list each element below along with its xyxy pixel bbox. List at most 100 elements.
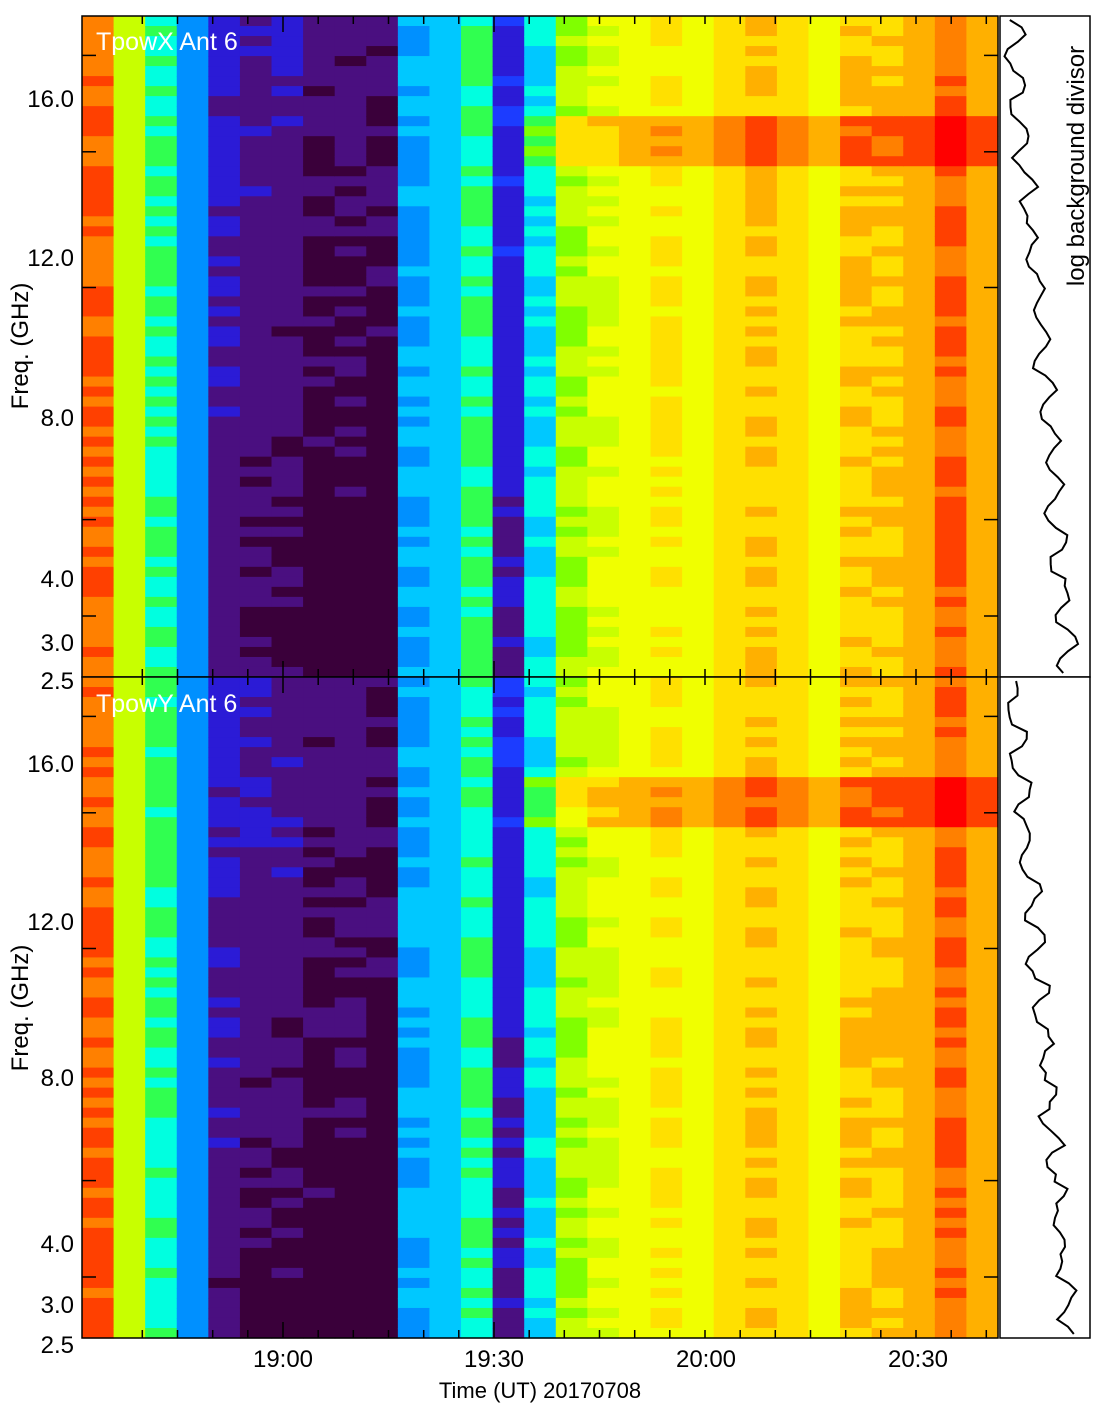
heatmap-cell (208, 346, 241, 358)
heatmap-cell (745, 1127, 778, 1139)
heatmap-cell (334, 616, 367, 628)
heatmap-cell (840, 1187, 873, 1199)
heatmap-cell (776, 366, 810, 378)
heatmap-cell (176, 767, 209, 778)
heatmap-cell (650, 1087, 683, 1099)
heatmap-cell (682, 376, 715, 388)
heatmap-cell (492, 556, 525, 568)
heatmap-cell (776, 36, 810, 47)
heatmap-cell (461, 426, 494, 438)
heatmap-cell (334, 677, 367, 688)
heatmap-cell (776, 1297, 810, 1309)
heatmap-cell (776, 1267, 810, 1279)
heatmap-cell (555, 677, 588, 688)
heatmap-cell (397, 76, 431, 87)
heatmap-cell (176, 66, 209, 77)
heatmap-cell (555, 336, 588, 348)
heatmap-cell (176, 827, 209, 838)
heatmap-cell (461, 546, 494, 558)
heatmap-cell (840, 927, 873, 938)
heatmap-cell (966, 316, 999, 328)
heatmap-cell (903, 1087, 936, 1099)
heatmap-cell (271, 1117, 304, 1129)
heatmap-cell (334, 396, 367, 408)
heatmap-cell (303, 677, 336, 688)
heatmap-cell (303, 436, 336, 448)
heatmap-cell (176, 877, 209, 888)
heatmap-cell (334, 1327, 367, 1339)
heatmap-cell (745, 426, 778, 438)
heatmap-cell (303, 246, 336, 257)
heatmap-cell (303, 416, 336, 428)
heatmap-cell (934, 1187, 968, 1199)
heatmap-cell (113, 1297, 146, 1309)
heatmap-cell (934, 66, 968, 77)
heatmap-cell (745, 1277, 778, 1289)
y-tick-3-x: 3.0 (41, 630, 74, 657)
heatmap-cell (271, 827, 304, 838)
heatmap-cell (776, 156, 810, 167)
heatmap-cell (587, 717, 620, 728)
heatmap-cell (555, 446, 588, 458)
heatmap-cell (334, 1217, 367, 1229)
heatmap-cell (934, 1297, 968, 1309)
heatmap-cell (871, 727, 904, 738)
heatmap-cell (334, 206, 367, 217)
heatmap-cell (397, 737, 431, 748)
heatmap-cell (618, 1137, 652, 1149)
heatmap-cell (429, 1207, 462, 1219)
heatmap-cell (334, 576, 367, 588)
heatmap-cell (555, 456, 588, 468)
heatmap-cell (303, 827, 336, 838)
heatmap-cell (934, 226, 968, 237)
heatmap-cell (555, 1047, 588, 1059)
heatmap-cell (239, 236, 273, 247)
heatmap-cell (713, 456, 746, 468)
heatmap-cell (303, 1057, 336, 1069)
heatmap-cell (429, 887, 462, 898)
heatmap-cell (176, 1127, 209, 1139)
heatmap-cell (934, 156, 968, 167)
heatmap-cell (176, 1087, 209, 1099)
heatmap-cell (903, 296, 936, 308)
heatmap-cell (492, 747, 525, 758)
heatmap-cell (776, 526, 810, 538)
heatmap-cell (587, 747, 620, 758)
heatmap-cell (524, 226, 557, 237)
heatmap-cell (461, 76, 494, 87)
heatmap-cell (650, 666, 683, 678)
heatmap-cell (429, 687, 462, 698)
heatmap-cell (461, 887, 494, 898)
heatmap-cell (271, 606, 304, 618)
heatmap-cell (492, 626, 525, 638)
heatmap-cell (776, 677, 810, 688)
x-tick-1900: 19:00 (253, 1346, 313, 1373)
heatmap-cell (682, 1057, 715, 1069)
heatmap-cell (618, 406, 652, 418)
heatmap-cell (934, 717, 968, 728)
heatmap-cell (429, 366, 462, 378)
heatmap-cell (618, 226, 652, 237)
heatmap-cell (903, 1257, 936, 1269)
heatmap-cell (524, 316, 557, 328)
heatmap-cell (650, 466, 683, 478)
heatmap-cell (587, 1167, 620, 1179)
heatmap-cell (713, 206, 746, 217)
heatmap-cell (745, 1217, 778, 1229)
heatmap-cell (492, 1257, 525, 1269)
heatmap-cell (271, 196, 304, 207)
heatmap-cell (397, 266, 431, 277)
heatmap-cell (271, 1257, 304, 1269)
heatmap-cell (682, 326, 715, 338)
heatmap-cell (903, 807, 936, 818)
heatmap-cell (366, 386, 399, 398)
heatmap-cell (113, 266, 146, 277)
heatmap-cell (903, 176, 936, 187)
heatmap-cell (682, 847, 715, 858)
heatmap-cell (113, 436, 146, 448)
heatmap-cell (934, 1007, 968, 1019)
heatmap-cell (208, 1217, 241, 1229)
heatmap-cell (366, 226, 399, 237)
heatmap-cell (303, 1277, 336, 1289)
heatmap-cell (176, 967, 209, 979)
